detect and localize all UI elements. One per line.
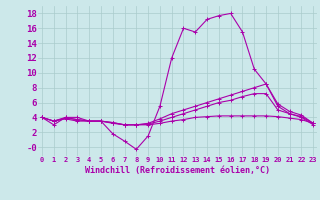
X-axis label: Windchill (Refroidissement éolien,°C): Windchill (Refroidissement éolien,°C) bbox=[85, 166, 270, 175]
